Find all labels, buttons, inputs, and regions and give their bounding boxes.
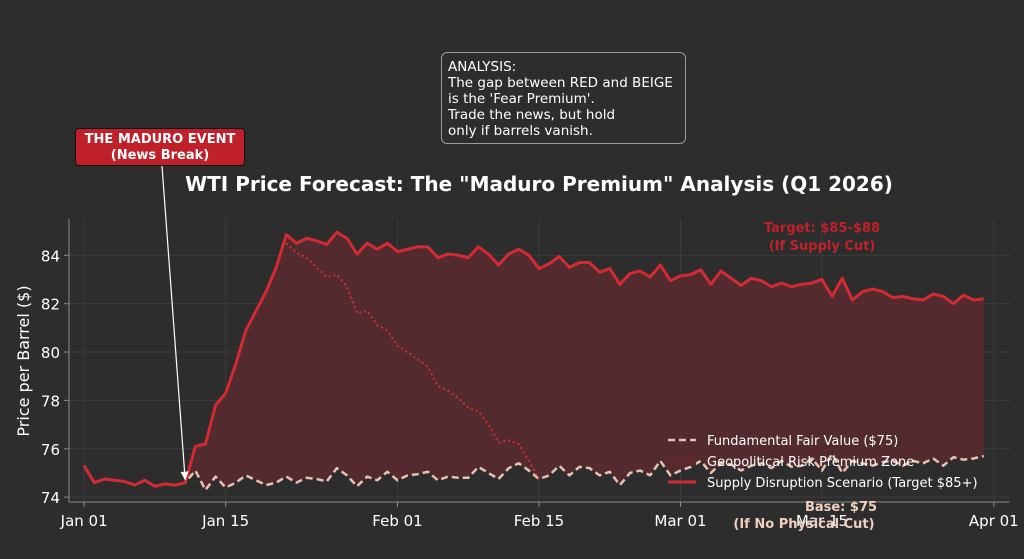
chart-title: WTI Price Forecast: The "Maduro Premium"…	[185, 172, 893, 196]
event-subtitle: (News Break)	[110, 148, 210, 163]
x-tick-label: Jan 01	[60, 512, 108, 530]
decay-path-line	[285, 242, 540, 480]
base-note-line1: Base: $75	[805, 500, 877, 515]
maduro-event-callout: THE MADURO EVENT (News Break)	[75, 128, 245, 166]
analysis-line: Trade the news, but hold	[448, 107, 616, 123]
series-lines	[82, 230, 985, 492]
premium-zone-area	[84, 232, 984, 490]
analysis-callout: ANALYSIS: The gap between RED and BEIGE …	[441, 52, 686, 144]
legend-swatch-premium-zone	[668, 455, 696, 466]
analysis-line: only if barrels vanish.	[448, 123, 593, 139]
y-axis-label: Price per Barrel ($)	[14, 285, 33, 436]
target-note-line2: (If Supply Cut)	[769, 239, 876, 254]
fair-value-line	[83, 452, 985, 492]
base-note-line2: (If No Physical Cut)	[733, 517, 874, 532]
legend-label-disruption: Supply Disruption Scenario (Target $85+)	[707, 476, 978, 491]
analysis-line: is the 'Fear Premium'.	[448, 91, 595, 107]
x-tick-label: Mar 15	[796, 512, 848, 530]
legend-label-fair-value: Fundamental Fair Value ($75)	[707, 434, 898, 449]
y-tick-label: 80	[41, 344, 60, 362]
event-arrow	[161, 165, 186, 472]
event-arrowhead	[180, 471, 189, 481]
legend-label-premium-zone: Geopolitical Risk Premium Zone	[707, 455, 914, 470]
x-tick-label: Mar 01	[654, 512, 706, 530]
x-tick-label: Apr 01	[969, 512, 1019, 530]
y-tick-label: 74	[41, 489, 60, 507]
y-tick-label: 84	[41, 247, 60, 265]
x-tick-label: Jan 15	[201, 512, 249, 530]
supply-disruption-line	[82, 230, 984, 488]
x-ticks: Jan 01 Jan 15 Feb 01 Feb 15 Mar 01 Mar 15 Apr …	[60, 502, 1019, 530]
analysis-line: ANALYSIS:	[448, 59, 517, 75]
x-tick-label: Feb 01	[372, 512, 422, 530]
legend: Fundamental Fair Value ($75) Geopolitica…	[668, 434, 978, 491]
y-ticks: 74 76 78 80 82 84	[41, 247, 69, 507]
analysis-line: The gap between RED and BEIGE	[448, 75, 673, 91]
y-tick-label: 82	[41, 296, 60, 314]
target-note-line1: Target: $85-$88	[764, 221, 880, 236]
risk-premium-zone	[84, 232, 984, 490]
x-tick-label: Feb 15	[514, 512, 564, 530]
y-tick-label: 78	[41, 392, 60, 410]
y-tick-label: 76	[41, 441, 60, 459]
event-title: THE MADURO EVENT	[84, 132, 236, 147]
